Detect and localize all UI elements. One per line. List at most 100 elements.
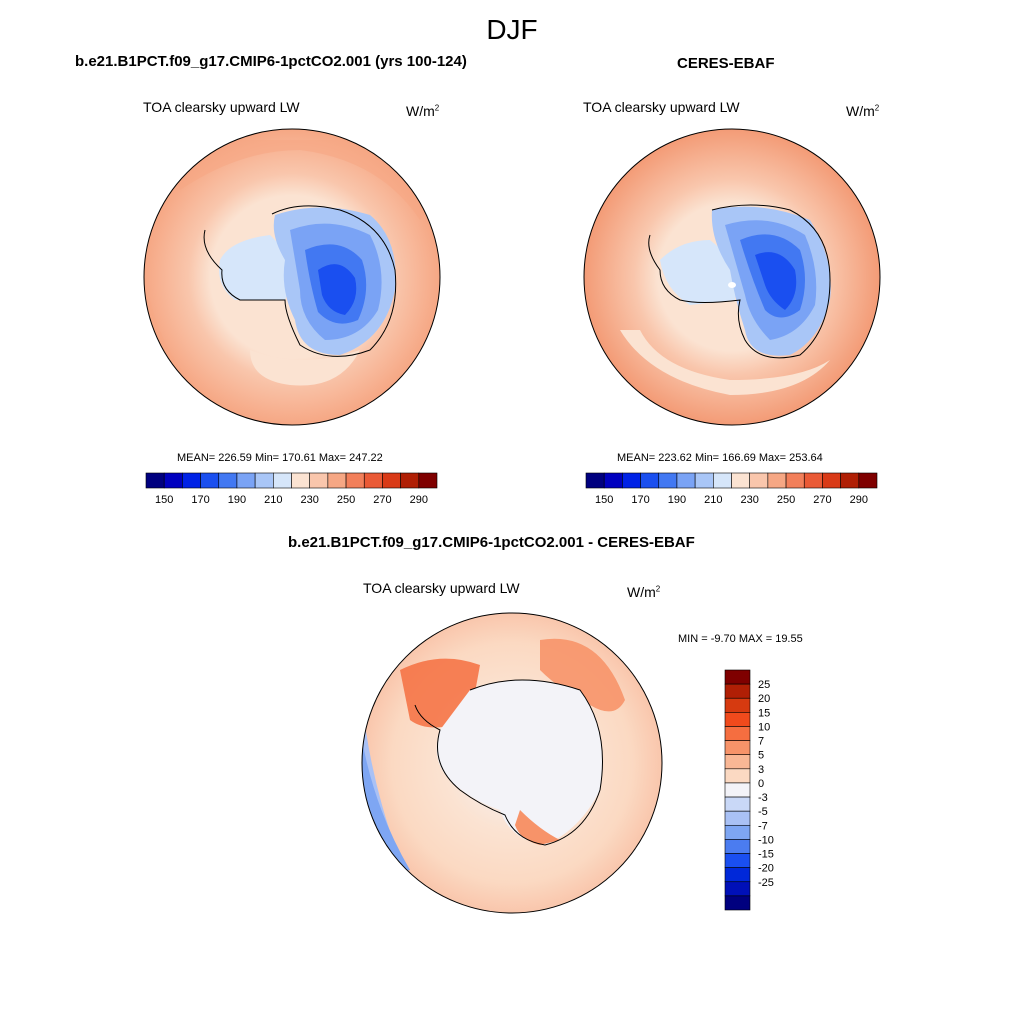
cb1-tick-1: 170 xyxy=(191,494,209,506)
panel1-variable: TOA clearsky upward LW xyxy=(143,99,300,115)
panel1-map xyxy=(144,129,440,425)
cb2-tick-0: 150 xyxy=(595,494,613,506)
cb3-tick-13: -20 xyxy=(758,863,774,875)
cb3-tick-8: -3 xyxy=(758,792,768,804)
cb3-box-9 xyxy=(724,796,751,812)
cb3-tick-9: -5 xyxy=(758,806,768,818)
cb2-tick-4: 230 xyxy=(741,494,759,506)
cb3-tick-12: -15 xyxy=(758,849,774,861)
cb3-box-14 xyxy=(724,867,751,883)
cb1-box-3 xyxy=(200,472,220,489)
panel1-boundary xyxy=(143,128,441,426)
cb3-tick-11: -10 xyxy=(758,834,774,846)
cb2-box-13 xyxy=(822,472,841,489)
panel3-variable: TOA clearsky upward LW xyxy=(363,580,520,596)
cb2-box-12 xyxy=(803,472,823,489)
panel3-boundary xyxy=(361,612,663,914)
cb2-tick-1: 170 xyxy=(631,494,649,506)
cb1-tick-5: 250 xyxy=(337,494,355,506)
cb1-box-6 xyxy=(254,472,274,489)
cb3-box-0 xyxy=(724,669,751,685)
cb1-box-14 xyxy=(400,472,420,489)
cb2-box-8 xyxy=(731,472,750,489)
cb3-box-6 xyxy=(724,754,751,770)
cb3-tick-1: 20 xyxy=(758,693,770,705)
cb2-box-7 xyxy=(713,472,732,489)
cb3-box-16 xyxy=(724,895,751,911)
cb3-tick-10: -7 xyxy=(758,820,768,832)
cb2-box-2 xyxy=(622,472,641,489)
cb1-tick-2: 190 xyxy=(228,494,246,506)
panel2-title: CERES-EBAF xyxy=(677,55,775,72)
cb1-tick-6: 270 xyxy=(373,494,391,506)
cb1-box-10 xyxy=(327,472,347,489)
cb1-box-15 xyxy=(418,472,438,489)
cb3-box-8 xyxy=(724,782,751,798)
cb1-box-2 xyxy=(182,472,201,489)
panel3-map xyxy=(362,613,662,913)
cb1-box-0 xyxy=(145,472,165,489)
cb1-box-1 xyxy=(163,472,183,489)
cb3-box-15 xyxy=(724,881,751,897)
cb3-box-3 xyxy=(724,712,751,727)
cb1-tick-0: 150 xyxy=(155,494,173,506)
cb3-box-4 xyxy=(724,726,751,741)
panel2-boundary xyxy=(583,128,881,426)
cb2-box-5 xyxy=(676,472,696,489)
colorbar-panel2: 150 170 190 210 230 250 270 290 xyxy=(585,472,878,506)
panel2-units: W/m2 xyxy=(846,103,880,119)
cb1-tick-7: 290 xyxy=(410,494,428,506)
cb3-box-11 xyxy=(724,824,751,840)
panel1-units: W/m2 xyxy=(406,103,440,119)
cb3-tick-5: 5 xyxy=(758,750,764,762)
colorbar-panel1: 150 170 190 210 230 250 270 290 xyxy=(145,472,438,506)
figure-title: DJF xyxy=(486,14,538,45)
cb3-box-10 xyxy=(724,810,751,826)
cb1-box-7 xyxy=(273,472,292,489)
cb2-tick-6: 270 xyxy=(813,494,831,506)
cb2-tick-2: 190 xyxy=(668,494,686,506)
cb2-box-6 xyxy=(694,472,714,489)
cb3-box-12 xyxy=(724,839,751,854)
cb2-box-11 xyxy=(785,472,805,489)
cb2-box-4 xyxy=(658,472,678,489)
cb3-tick-2: 15 xyxy=(758,707,770,719)
cb2-box-14 xyxy=(840,472,860,489)
cb1-box-4 xyxy=(218,472,238,489)
cb1-box-11 xyxy=(345,472,365,489)
cb3-box-5 xyxy=(724,740,751,756)
cb3-tick-6: 3 xyxy=(758,764,764,776)
cb2-box-0 xyxy=(585,472,605,489)
panel1-title: b.e21.B1PCT.f09_g17.CMIP6-1pctCO2.001 (y… xyxy=(75,53,467,70)
cb2-tick-3: 210 xyxy=(704,494,722,506)
cb1-box-13 xyxy=(382,472,401,489)
cb1-box-12 xyxy=(363,472,383,489)
cb2-box-1 xyxy=(603,472,623,489)
cb3-box-13 xyxy=(724,853,751,868)
cb2-tick-7: 290 xyxy=(850,494,868,506)
panel2-stats: MEAN= 223.62 Min= 166.69 Max= 253.64 xyxy=(617,452,823,464)
cb2-box-15 xyxy=(858,472,878,489)
cb1-tick-3: 210 xyxy=(264,494,282,506)
cb1-box-5 xyxy=(236,472,256,489)
panel2-map xyxy=(584,129,880,425)
cb3-box-7 xyxy=(724,768,751,784)
cb3-tick-3: 10 xyxy=(758,721,770,733)
cb2-box-10 xyxy=(767,472,787,489)
panel3-title: b.e21.B1PCT.f09_g17.CMIP6-1pctCO2.001 - … xyxy=(288,534,695,551)
colorbar-panel3: 25 20 15 10 7 5 3 0 -3 -5 -7 -10 -15 -20 -25 xyxy=(724,669,774,911)
panel3-stats: MIN = -9.70 MAX = 19.55 xyxy=(678,633,803,645)
cb3-box-1 xyxy=(724,683,751,699)
panel1-stats: MEAN= 226.59 Min= 170.61 Max= 247.22 xyxy=(177,452,383,464)
cb1-box-8 xyxy=(291,472,310,489)
cb2-box-3 xyxy=(640,472,660,489)
cb3-tick-7: 0 xyxy=(758,778,764,790)
cb3-box-2 xyxy=(724,697,751,713)
panel2-variable: TOA clearsky upward LW xyxy=(583,99,740,115)
cb3-tick-14: -25 xyxy=(758,877,774,889)
cb2-tick-5: 250 xyxy=(777,494,795,506)
cb1-box-9 xyxy=(309,472,329,489)
panel3-units: W/m2 xyxy=(627,584,661,600)
cb2-box-9 xyxy=(749,472,769,489)
